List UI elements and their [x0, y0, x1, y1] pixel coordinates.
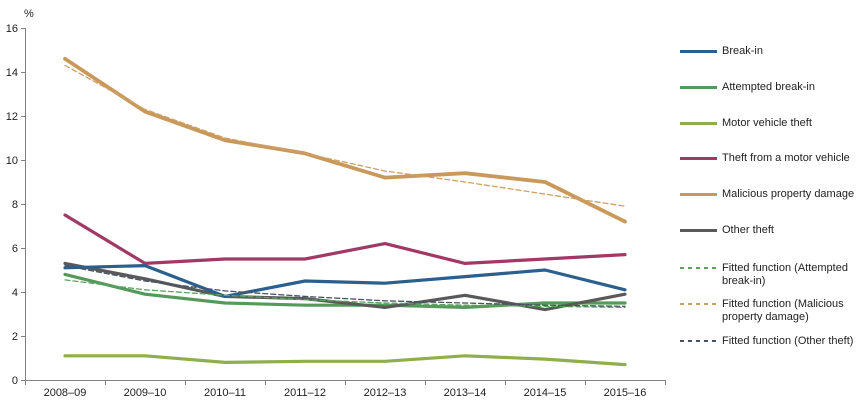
- y-tick-label: 16: [6, 23, 18, 35]
- y-axis-unit-label: %: [24, 8, 34, 20]
- series-fitted-function-malicious-property-damage: [64, 64, 626, 207]
- chart-area: % 0 2 4 6 8 10 12 14 16 2008–09 2009–10 2010–11 2011…: [6, 8, 666, 399]
- series-attempted-break-in: [63, 272, 627, 309]
- legend-swatch-dashed-line-icon: [680, 340, 717, 342]
- legend-item: Motor vehicle theft: [680, 117, 812, 130]
- x-category-label: 2011–12: [284, 387, 326, 399]
- legend-swatch-dashed-line-icon: [680, 267, 717, 269]
- legend-label: Break-in: [722, 45, 763, 57]
- legend-swatch-dashed-line-icon: [680, 303, 717, 305]
- x-category-label: 2008–09: [44, 387, 87, 399]
- x-category-label: 2014–15: [524, 387, 567, 399]
- legend-label: Fitted function (Malicious property dama…: [722, 298, 844, 323]
- legend-swatch-line-icon: [680, 229, 717, 232]
- series-theft-from-a-motor-vehicle: [63, 213, 627, 265]
- legend-swatch-line-icon: [680, 122, 717, 125]
- y-tick-label: 2: [12, 331, 18, 343]
- x-category-label: 2009–10: [124, 387, 167, 399]
- y-tick-label: 4: [12, 287, 18, 299]
- legend-label: Attempted break-in: [722, 81, 815, 93]
- legend-item: Theft from a motor vehicle: [680, 152, 850, 165]
- series-malicious-property-damage: [63, 56, 627, 224]
- legend-label: Fitted function (Other theft): [722, 335, 854, 347]
- series-motor-vehicle-theft: [63, 354, 627, 367]
- x-category-label: 2012–13: [364, 387, 407, 399]
- legend-swatch-line-icon: [680, 86, 717, 89]
- legend-label: Motor vehicle theft: [722, 117, 812, 129]
- legend-item: Malicious property damage: [680, 188, 854, 201]
- y-tick-label: 6: [12, 243, 18, 255]
- legend-item: Fitted function (Other theft): [680, 335, 853, 348]
- y-tick-label: 0: [12, 375, 18, 387]
- legend-item: Fitted function (Attempted break-in): [680, 262, 848, 288]
- legend-label: Theft from a motor vehicle: [722, 152, 850, 164]
- plot: % 0 2 4 6 8 10 12 14 16 2008–09 2009–10 2010–11 2011…: [6, 8, 666, 399]
- legend-label: Fitted function (Attempted break-in): [722, 262, 848, 287]
- x-category-label: 2010–11: [204, 387, 246, 399]
- legend-item: Fitted function (Malicious property dama…: [680, 298, 844, 324]
- series-break-in: [63, 264, 627, 298]
- series-fitted-function-other-theft: [64, 264, 626, 307]
- x-category-label: 2013–14: [444, 387, 487, 399]
- chart-legend: Break-in Attempted break-in Motor vehicle …: [680, 0, 866, 414]
- legend-swatch-line-icon: [680, 157, 717, 160]
- legend-label: Other theft: [722, 224, 774, 236]
- series-fitted-function-attempted-break-in: [64, 279, 626, 309]
- legend-item: Break-in: [680, 45, 763, 58]
- legend-label: Malicious property damage: [722, 188, 855, 200]
- y-tick-label: 14: [6, 67, 18, 79]
- legend-item: Other theft: [680, 224, 774, 237]
- y-tick-label: 10: [6, 155, 18, 167]
- y-tick-label: 8: [12, 199, 18, 211]
- legend-item: Attempted break-in: [680, 81, 815, 94]
- x-category-label: 2015–16: [604, 387, 647, 399]
- y-tick-label: 12: [6, 111, 18, 123]
- legend-swatch-line-icon: [680, 50, 717, 53]
- series-other-theft: [63, 261, 627, 312]
- legend-swatch-line-icon: [680, 193, 717, 196]
